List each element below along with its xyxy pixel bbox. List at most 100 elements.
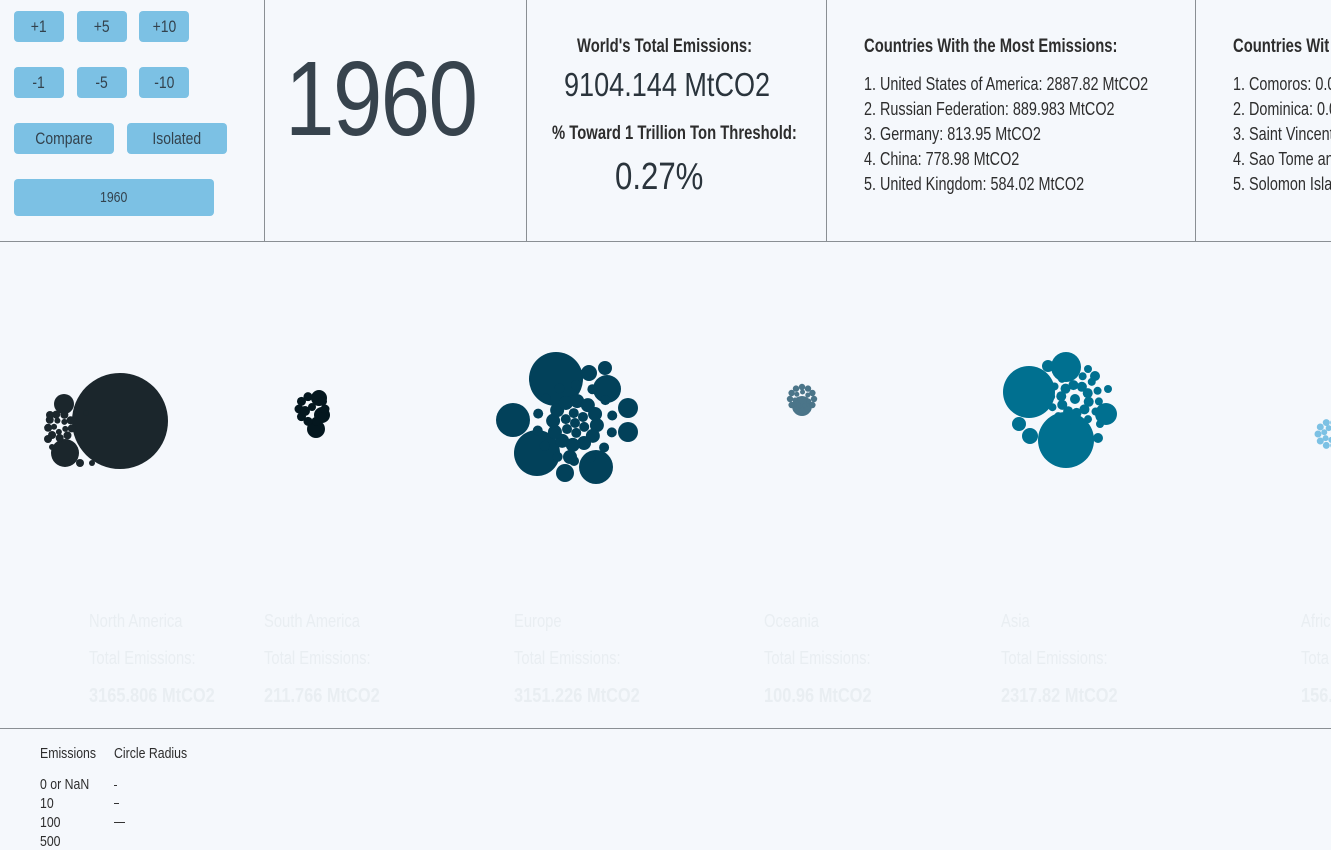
country-bubble[interactable] xyxy=(593,375,621,403)
country-bubble[interactable] xyxy=(51,423,58,430)
country-bubble[interactable] xyxy=(1314,430,1322,438)
country-bubble[interactable] xyxy=(1083,396,1094,407)
country-bubble[interactable] xyxy=(570,380,581,391)
country-bubble[interactable] xyxy=(72,373,168,469)
country-bubble[interactable] xyxy=(579,421,590,432)
country-bubble[interactable] xyxy=(600,395,611,406)
country-bubble[interactable] xyxy=(547,425,562,440)
country-bubble[interactable] xyxy=(1022,428,1038,444)
country-bubble[interactable] xyxy=(44,423,53,432)
country-bubble[interactable] xyxy=(788,401,795,409)
country-bubble[interactable] xyxy=(809,401,816,409)
country-bubble[interactable] xyxy=(1094,397,1103,406)
country-bubble[interactable] xyxy=(794,391,800,397)
country-bubble[interactable] xyxy=(303,392,313,402)
country-bubble[interactable] xyxy=(1090,371,1100,381)
country-bubble[interactable] xyxy=(1078,372,1087,381)
country-bubble[interactable] xyxy=(1068,380,1079,391)
minus-1-button[interactable]: -1 xyxy=(14,67,64,98)
country-bubble[interactable] xyxy=(792,406,800,413)
country-bubble[interactable] xyxy=(558,395,573,410)
compare-button[interactable]: Compare xyxy=(14,123,114,154)
country-bubble[interactable] xyxy=(1042,360,1054,372)
country-bubble[interactable] xyxy=(1084,365,1092,373)
country-bubble[interactable] xyxy=(795,402,801,408)
country-bubble[interactable] xyxy=(599,442,610,453)
country-bubble[interactable] xyxy=(569,455,580,466)
country-bubble[interactable] xyxy=(320,404,330,414)
country-bubble[interactable] xyxy=(311,416,321,426)
country-bubble[interactable] xyxy=(1316,423,1324,431)
country-bubble[interactable] xyxy=(562,424,573,435)
country-bubble[interactable] xyxy=(581,365,597,381)
country-bubble[interactable] xyxy=(55,428,62,435)
country-bubble[interactable] xyxy=(546,413,561,428)
country-bubble[interactable] xyxy=(1325,425,1331,432)
country-bubble[interactable] xyxy=(62,425,69,432)
plus-5-button[interactable]: +5 xyxy=(77,11,127,42)
country-bubble[interactable] xyxy=(66,416,75,425)
country-bubble[interactable] xyxy=(61,418,68,425)
country-bubble[interactable] xyxy=(1091,407,1100,416)
country-bubble[interactable] xyxy=(514,430,560,476)
country-bubble[interactable] xyxy=(1079,404,1090,415)
country-bubble[interactable] xyxy=(577,411,588,422)
country-bubble[interactable] xyxy=(539,440,550,451)
country-bubble[interactable] xyxy=(556,464,574,482)
country-bubble[interactable] xyxy=(1068,371,1077,380)
country-bubble[interactable] xyxy=(318,412,328,422)
country-bubble[interactable] xyxy=(806,398,812,404)
region-card-asia[interactable]: Asia Total Emissions: 2317.82 MtCO2 xyxy=(989,591,1139,728)
country-bubble[interactable] xyxy=(1082,388,1093,399)
country-bubble[interactable] xyxy=(565,437,580,452)
country-bubble[interactable] xyxy=(554,383,565,394)
country-bubble[interactable] xyxy=(568,408,579,419)
country-bubble[interactable] xyxy=(1084,415,1093,424)
country-bubble[interactable] xyxy=(1003,366,1055,418)
country-bubble[interactable] xyxy=(1093,386,1102,395)
country-bubble[interactable] xyxy=(1321,429,1328,436)
country-bubble[interactable] xyxy=(804,406,812,413)
country-bubble[interactable] xyxy=(303,416,313,426)
plus-1-button[interactable]: +1 xyxy=(14,11,64,42)
country-bubble[interactable] xyxy=(1322,419,1330,427)
country-bubble[interactable] xyxy=(805,392,811,398)
country-bubble[interactable] xyxy=(44,435,52,443)
country-bubble[interactable] xyxy=(60,410,69,419)
country-bubble[interactable] xyxy=(570,418,580,428)
country-bubble[interactable] xyxy=(1093,433,1103,443)
country-bubble[interactable] xyxy=(585,452,596,463)
country-bubble[interactable] xyxy=(1063,417,1072,426)
country-bubble[interactable] xyxy=(76,459,84,467)
country-bubble[interactable] xyxy=(52,410,61,419)
region-card-oceania[interactable]: Oceania Total Emissions: 100.96 MtCO2 xyxy=(752,591,902,728)
country-bubble[interactable] xyxy=(54,417,61,424)
country-bubble[interactable] xyxy=(560,414,571,425)
country-bubble[interactable] xyxy=(598,361,612,375)
country-bubble[interactable] xyxy=(798,383,806,391)
country-bubble[interactable] xyxy=(579,450,613,484)
country-bubble[interactable] xyxy=(804,385,812,392)
region-card-africa[interactable]: Afric Tota 156. xyxy=(1289,591,1331,728)
country-bubble[interactable] xyxy=(587,384,598,395)
country-bubble[interactable] xyxy=(589,418,604,433)
country-bubble[interactable] xyxy=(800,389,806,395)
country-bubble[interactable] xyxy=(1057,374,1066,383)
country-bubble[interactable] xyxy=(809,389,816,397)
country-bubble[interactable] xyxy=(607,410,618,421)
minus-5-button[interactable]: -5 xyxy=(77,67,127,98)
country-bubble[interactable] xyxy=(792,397,798,403)
country-bubble[interactable] xyxy=(55,433,64,442)
country-bubble[interactable] xyxy=(1096,420,1104,428)
country-bubble[interactable] xyxy=(1056,391,1067,402)
isolated-button[interactable]: Isolated xyxy=(127,123,227,154)
country-bubble[interactable] xyxy=(1051,352,1081,382)
country-bubble[interactable] xyxy=(296,396,306,406)
country-bubble[interactable] xyxy=(51,439,79,467)
country-bubble[interactable] xyxy=(570,394,585,409)
country-bubble[interactable] xyxy=(1322,435,1329,442)
country-bubble[interactable] xyxy=(318,396,328,406)
country-bubble[interactable] xyxy=(49,444,55,450)
country-bubble[interactable] xyxy=(1047,392,1056,401)
region-card-south-america[interactable]: South America Total Emissions: 211.766 M… xyxy=(252,591,402,728)
